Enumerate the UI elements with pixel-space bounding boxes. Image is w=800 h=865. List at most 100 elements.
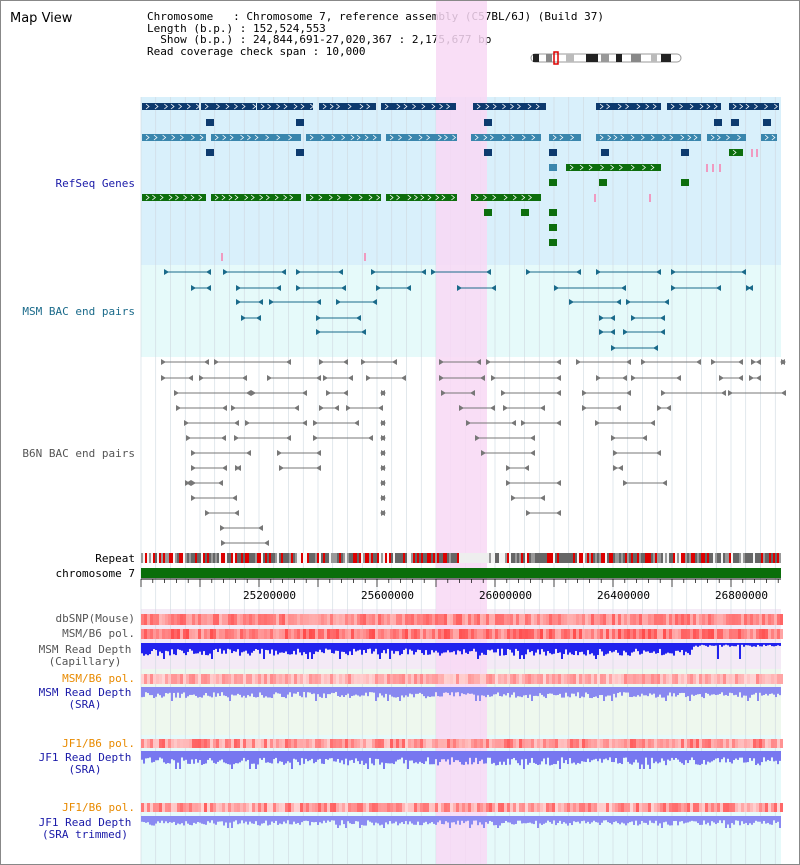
jf1-depth-trim-bar: [655, 816, 657, 821]
b6n-bac-pair-end: [650, 420, 655, 426]
msm-depth-cap-bar: [303, 643, 305, 653]
repeat-element: [491, 553, 493, 563]
msm-depth-cap-bar: [555, 643, 557, 649]
msm-depth-cap-bar: [473, 643, 475, 649]
msm-depth-sra-bar: [249, 687, 251, 697]
msm-b6-pol-heat: [567, 629, 570, 639]
msm-depth-cap-bar: [649, 643, 651, 653]
msm-depth-cap-bar: [713, 643, 715, 646]
jf1-b6-pol-heat: [684, 739, 687, 748]
b6n-bac-pair-end: [258, 525, 263, 531]
dbsnp-heat: [219, 614, 222, 625]
dbsnp-heat: [588, 614, 591, 625]
jf1-b6-pol-heat: [591, 739, 594, 748]
jf1-depth-trim-bar: [749, 816, 751, 824]
jf1-depth-sra-bar: [461, 751, 463, 765]
repeat-element: [777, 553, 779, 563]
jf1-b6-pol2-heat: [249, 803, 252, 812]
dbsnp-heat: [525, 614, 528, 625]
jf1-depth-trim-bar: [451, 816, 453, 823]
b6n-bac-pair-end: [186, 435, 191, 441]
msm-b6-pol-heat: [420, 629, 423, 639]
jf1-depth-trim-bar: [319, 816, 321, 823]
msm-depth-cap-bar: [535, 643, 537, 653]
repeat-element: [687, 553, 689, 563]
msm-depth-cap-bar: [669, 643, 671, 654]
msm-depth-sra-bar: [327, 687, 329, 695]
msm-depth-sra-bar: [355, 687, 357, 695]
msm-depth-cap-bar: [459, 643, 461, 652]
jf1-b6-pol-heat: [354, 739, 357, 748]
refseq-gene-small: [206, 119, 214, 126]
repeat-element: [231, 553, 233, 563]
refseq-gene: [667, 103, 721, 110]
msm-depth-sra-bar: [383, 687, 385, 698]
msm-b6-pol2-heat: [303, 674, 306, 684]
jf1-depth-trim-bar: [747, 816, 749, 826]
jf1-depth-trim-bar: [371, 816, 373, 823]
jf1-depth-trim-bar: [565, 816, 567, 824]
b6n-bac-pair-end: [184, 420, 189, 426]
refseq-gene: [729, 103, 779, 110]
jf1-depth-sra-bar: [431, 751, 433, 765]
msm-b6-pol-heat: [267, 629, 270, 639]
repeat-element: [421, 553, 423, 563]
jf1-b6-pol2-heat: [708, 803, 711, 812]
gene-arrow: [234, 194, 239, 201]
dbsnp-heat: [405, 614, 408, 625]
jf1-b6-pol-heat: [732, 739, 735, 748]
msm-depth-cap-bar: [601, 643, 603, 652]
dbsnp-heat: [528, 614, 531, 625]
dbsnp-heat: [699, 614, 702, 625]
msm-b6-pol-heat: [351, 629, 354, 639]
dbsnp-heat: [618, 614, 621, 625]
axis-tick-2: 25600000: [361, 589, 414, 602]
gene-arrow: [162, 134, 167, 141]
jf1-b6-pol2-heat: [378, 803, 381, 812]
repeat-element: [523, 553, 525, 563]
jf1-depth-sra-bar: [243, 751, 245, 758]
jf1-b6-pol2-heat: [480, 803, 483, 812]
jf1-depth-sra-bar: [293, 751, 295, 759]
jf1-depth-trim-bar: [601, 816, 603, 823]
msm-depth-sra-bar: [331, 687, 333, 693]
jf1-b6-pol2-heat: [603, 803, 606, 812]
repeat-element: [199, 553, 201, 563]
dbsnp-heat: [372, 614, 375, 625]
msm-b6-pol-heat: [741, 629, 744, 639]
msm-bac-pair-end: [236, 285, 241, 291]
msm-b6-pol2-heat: [375, 674, 378, 684]
gene-arrow: [418, 134, 423, 141]
msm-depth-cap-bar: [161, 643, 163, 654]
repeat-element: [287, 553, 289, 563]
ideogram-band: [661, 54, 671, 62]
jf1-b6-pol-heat: [324, 739, 327, 748]
msm-b6-pol-heat: [192, 629, 195, 639]
refseq-gene: [306, 194, 381, 201]
msm-depth-cap-bar: [447, 643, 449, 651]
dbsnp-heat: [243, 614, 246, 625]
msm-b6-pol-heat: [453, 629, 456, 639]
dbsnp-heat: [222, 614, 225, 625]
jf1-depth-sra-bar: [685, 751, 687, 761]
jf1-b6-pol2-heat: [300, 803, 303, 812]
msm-b6-pol2-heat: [186, 674, 189, 684]
msm-depth-sra-bar: [507, 687, 509, 694]
gene-arrow: [250, 194, 255, 201]
jf1-depth-trim-bar: [425, 816, 427, 822]
jf1-depth-trim-bar: [219, 816, 221, 822]
msm-depth-cap-bar: [199, 643, 201, 652]
gene-arrow: [216, 103, 220, 110]
gene-arrow: [771, 134, 776, 141]
jf1-b6-pol-heat: [534, 739, 537, 748]
jf1-depth-sra-bar: [275, 751, 277, 758]
b6n-bac-pair-end: [540, 495, 545, 501]
msm-depth-sra-bar: [689, 687, 691, 701]
msm-depth-cap-bar: [317, 643, 319, 652]
msm-b6-pol2-heat: [459, 674, 462, 684]
jf1-b6-pol2-heat: [483, 803, 486, 812]
msm-b6-pol2-heat: [144, 674, 147, 684]
jf1-b6-pol2-heat: [441, 803, 444, 812]
jf1-b6-pol-heat: [417, 739, 420, 748]
